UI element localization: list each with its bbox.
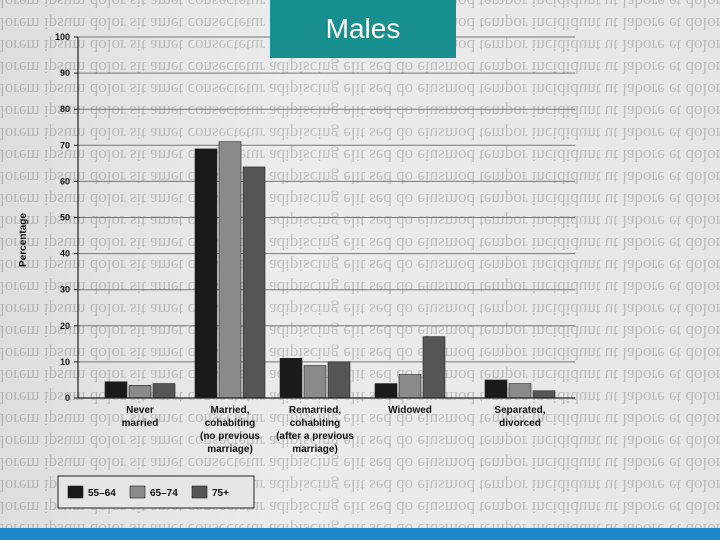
category-label: Remarried, bbox=[289, 405, 341, 416]
bar bbox=[194, 148, 218, 399]
category-label: Never bbox=[126, 405, 154, 416]
category-label: married bbox=[122, 418, 159, 429]
bar bbox=[422, 336, 446, 399]
category-labels: Never married Married, cohabiting (no previo… bbox=[122, 405, 546, 455]
y-tick-label: 10 bbox=[60, 357, 70, 367]
legend-swatch bbox=[67, 485, 84, 499]
legend-swatch bbox=[129, 485, 146, 499]
bar bbox=[532, 390, 556, 399]
category-label: (no previous bbox=[200, 431, 260, 442]
legend-label: 55–64 bbox=[88, 488, 116, 499]
legend: 55–64 65–74 75+ bbox=[57, 475, 255, 509]
y-axis-label: Percentage bbox=[18, 213, 29, 267]
category-label: cohabiting bbox=[205, 418, 256, 429]
bar bbox=[242, 166, 266, 399]
legend-swatch bbox=[191, 485, 208, 499]
y-tick-label: 30 bbox=[60, 285, 70, 295]
bar bbox=[327, 361, 351, 399]
bar bbox=[398, 374, 422, 399]
bar bbox=[279, 357, 303, 399]
category-label: Widowed bbox=[388, 405, 432, 416]
slide-title-text: Males bbox=[325, 13, 401, 44]
category-label: (after a previous bbox=[276, 431, 354, 442]
legend-label: 65–74 bbox=[150, 488, 178, 499]
slide-title: Males bbox=[270, 0, 456, 58]
category-label: cohabiting bbox=[290, 418, 341, 429]
bar bbox=[484, 379, 508, 399]
bar bbox=[303, 365, 327, 399]
bottom-accent-bar bbox=[0, 528, 720, 540]
bar bbox=[104, 381, 128, 399]
y-tick-label: 90 bbox=[60, 68, 70, 78]
y-tick-label: 80 bbox=[60, 104, 70, 114]
y-tick-label: 50 bbox=[60, 213, 70, 223]
category-label: Married, bbox=[211, 405, 250, 416]
category-label: Separated, bbox=[494, 405, 545, 416]
legend-label: 75+ bbox=[212, 488, 229, 499]
bar bbox=[152, 383, 176, 399]
bars bbox=[104, 141, 556, 399]
legend-box bbox=[57, 475, 255, 509]
category-label: divorced bbox=[499, 418, 541, 429]
y-tick-label: 70 bbox=[60, 140, 70, 150]
category-label: marriage) bbox=[292, 444, 338, 455]
bar bbox=[508, 383, 532, 399]
y-tick-label: 60 bbox=[60, 176, 70, 186]
gridlines bbox=[78, 36, 575, 363]
y-tick-label: 0 bbox=[65, 393, 70, 403]
bar bbox=[218, 141, 242, 399]
bar bbox=[374, 383, 398, 399]
y-tick-label: 100 bbox=[55, 32, 70, 42]
bar bbox=[128, 385, 152, 399]
y-tick-label: 40 bbox=[60, 249, 70, 259]
y-axis-ticks: 0 10 20 30 40 50 60 70 80 90 100 bbox=[55, 32, 78, 403]
category-label: marriage) bbox=[207, 444, 253, 455]
y-tick-label: 20 bbox=[60, 321, 70, 331]
